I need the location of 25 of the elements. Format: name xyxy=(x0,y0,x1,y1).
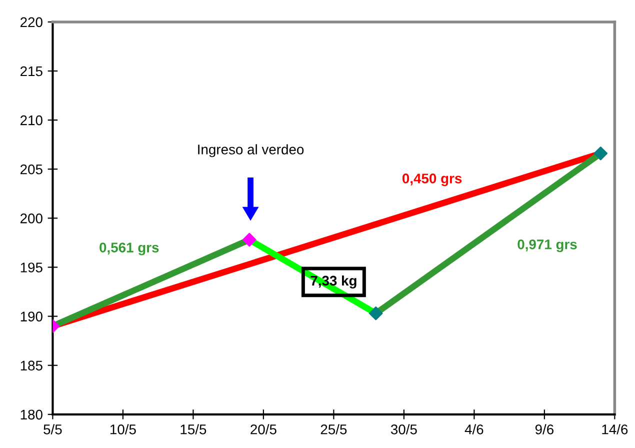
x-tick-label: 9/6 xyxy=(535,424,554,434)
y-tick-label: 210 xyxy=(20,115,42,126)
x-tick-label: 5/5 xyxy=(44,424,62,434)
x-tick-label: 15/5 xyxy=(180,424,206,434)
y-tick-label: 195 xyxy=(20,262,42,272)
y-tick-label: 200 xyxy=(20,214,42,224)
y-tick-label: 220 xyxy=(20,17,42,28)
annotation: 0,971 grs xyxy=(518,239,577,252)
x-tick-label: 25/5 xyxy=(320,424,347,434)
point xyxy=(242,232,256,247)
x-tick-label: 30/5 xyxy=(390,424,417,434)
annotation: 0,561 grs xyxy=(100,242,159,256)
y-tick-label: 185 xyxy=(20,360,42,371)
point xyxy=(368,306,383,320)
point xyxy=(594,146,608,160)
annotation: Ingreso al verdeo xyxy=(198,144,304,158)
y-tick-label: 180 xyxy=(20,410,42,420)
x-tick-label: 4/6 xyxy=(464,424,484,434)
x-tick-label: 10/5 xyxy=(110,424,136,434)
y-tick-label: 215 xyxy=(20,66,42,76)
annotation: 0,450 grs xyxy=(402,174,462,186)
x-tick-label: 20/5 xyxy=(250,424,276,434)
y-tick-label: 205 xyxy=(20,164,42,174)
x-tick-label: 14/6 xyxy=(602,424,628,434)
y-tick-label: 190 xyxy=(20,312,42,322)
